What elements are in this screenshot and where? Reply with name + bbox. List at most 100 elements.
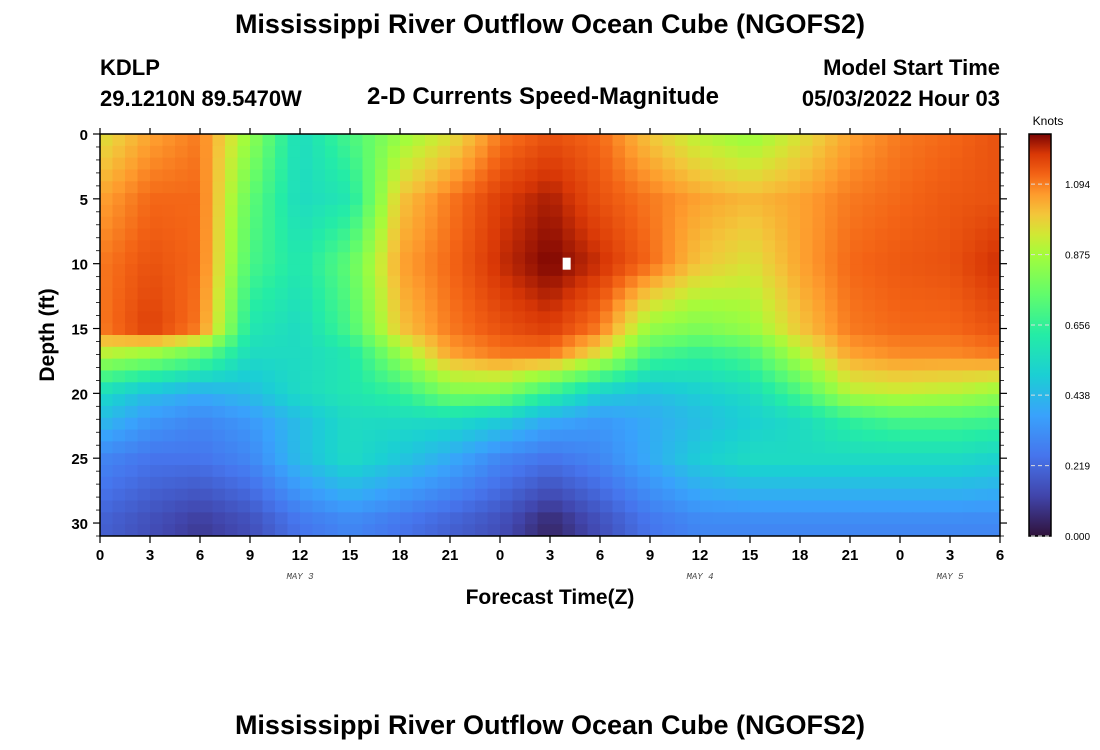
heatmap-cell [812,524,826,536]
heatmap-cell [562,382,576,395]
heatmap-cell [912,169,926,182]
heatmap-cell [862,476,876,490]
heatmap-cell [625,394,639,407]
heatmap-cell [137,488,151,502]
heatmap-cell [512,193,526,206]
heatmap-cell [462,382,476,395]
heatmap-cell [362,453,376,466]
heatmap-cell [325,524,339,536]
heatmap-cell [662,169,676,182]
heatmap-cell [537,299,551,312]
heatmap-cell [362,370,376,383]
heatmap-cell [275,453,289,466]
heatmap-cell [437,500,451,513]
heatmap-cell [387,193,401,206]
heatmap-cell [400,287,414,301]
heatmap-cell [712,476,726,490]
heatmap-cell [437,429,451,443]
heatmap-cell [787,370,801,383]
heatmap-cell [287,287,301,301]
heatmap-cell [937,382,951,395]
heatmap-cell [237,169,251,182]
heatmap-cell [725,169,739,182]
heatmap-cell [125,405,139,419]
heatmap-cell [125,394,139,407]
heatmap-cell [675,382,689,395]
heatmap-cell [312,275,326,289]
heatmap-cell [587,346,601,360]
heatmap-cell [950,157,964,171]
heatmap-cell [925,216,939,230]
heatmap-cell [437,524,451,536]
heatmap-cell [937,370,951,383]
heatmap-cell [825,394,839,407]
heatmap-cell [162,346,176,360]
heatmap-cell [975,323,989,336]
heatmap-cell [762,524,776,536]
heatmap-cell [787,429,801,443]
heatmap-cell [862,134,876,147]
heatmap-cell [375,441,389,454]
heatmap-cell [125,370,139,383]
heatmap-cell [425,370,439,383]
x-tick-label: 9 [646,547,654,564]
heatmap-cell [275,417,289,431]
heatmap-cell [462,346,476,360]
heatmap-cell [287,465,301,478]
heatmap-cell [800,145,814,159]
heatmap-cell [725,441,739,454]
heatmap-cell [800,240,814,253]
heatmap-cell [987,299,1000,312]
heatmap-cell [387,323,401,336]
heatmap-cell [825,441,839,454]
heatmap-cell [100,252,114,265]
heatmap-cell [187,488,201,502]
x-tick-label: 9 [246,547,254,564]
heatmap-cell [687,382,701,395]
heatmap-cell [712,204,726,218]
heatmap-cell [712,216,726,230]
x-tick-label: 15 [342,547,359,564]
heatmap-cell [662,323,676,336]
heatmap-cell [375,323,389,336]
heatmap-cell [100,405,114,419]
heatmap-cell [987,394,1000,407]
heatmap-cell [700,512,714,525]
heatmap-cell [737,465,751,478]
heatmap-cell [425,287,439,301]
heatmap-cell [650,405,664,419]
heatmap-cell [375,134,389,147]
heatmap-cell [250,346,264,360]
heatmap-cell [487,394,501,407]
heatmap-cell [337,299,351,312]
heatmap-cell [362,169,376,182]
heatmap-cell [137,346,151,360]
heatmap-cell [925,394,939,407]
heatmap-cell [512,240,526,253]
heatmap-cell [137,500,151,513]
heatmap-cell [950,512,964,525]
heatmap-cell [237,476,251,490]
heatmap-cell [850,500,864,513]
heatmap-cell [462,453,476,466]
heatmap-cell [112,299,126,312]
heatmap-cell [337,216,351,230]
heatmap-cell [187,264,201,277]
heatmap-cell [475,417,489,431]
heatmap-cell [825,228,839,242]
heatmap-cell [225,157,239,171]
heatmap-cell [625,465,639,478]
heatmap-cell [800,382,814,395]
heatmap-cell [437,145,451,159]
heatmap-cell [100,181,114,194]
heatmap-cell [112,323,126,336]
heatmap-cell [350,323,364,336]
heatmap-cell [975,204,989,218]
heatmap-cell [775,311,789,324]
heatmap-cell [650,240,664,253]
heatmap-cell [887,476,901,490]
heatmap-cell [275,323,289,336]
heatmap-cell [512,157,526,171]
heatmap-cell [862,346,876,360]
heatmap-cell [137,512,151,525]
